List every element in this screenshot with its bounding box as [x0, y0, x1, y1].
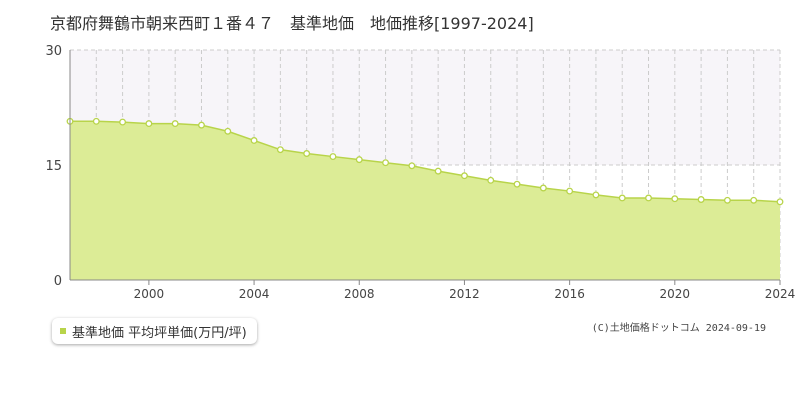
x-tick-label: 2024	[765, 287, 796, 301]
x-tick-label: 2008	[344, 287, 375, 301]
data-point	[776, 198, 784, 206]
data-point	[382, 159, 390, 167]
data-point	[592, 191, 600, 199]
x-tick-label: 2016	[554, 287, 585, 301]
legend-label: 基準地価 平均坪単価(万円/坪)	[72, 325, 247, 341]
data-point	[276, 146, 284, 154]
data-point	[224, 127, 232, 135]
legend-swatch	[60, 328, 66, 334]
data-point	[645, 194, 652, 202]
y-tick-label: 15	[45, 159, 62, 174]
y-tick-label: 0	[54, 274, 62, 289]
series-area	[70, 121, 780, 280]
series-line	[70, 120, 781, 203]
x-tick-label: 2020	[660, 287, 691, 301]
data-point	[723, 196, 731, 204]
data-point	[119, 118, 127, 126]
data-point	[671, 195, 679, 203]
x-tick-label: 2012	[449, 287, 480, 301]
data-point	[434, 167, 442, 175]
data-point	[329, 153, 337, 161]
data-point	[697, 196, 705, 203]
data-point	[408, 162, 416, 170]
data-point	[566, 187, 574, 195]
data-point	[513, 180, 521, 188]
data-point	[750, 196, 758, 204]
data-point	[92, 117, 100, 125]
copyright-credit: (C)土地価格ドットコム 2024-09-19	[591, 323, 766, 334]
data-point	[145, 120, 153, 128]
data-point	[355, 156, 363, 164]
data-point	[303, 150, 311, 157]
x-tick-label: 2000	[134, 287, 165, 301]
legend: 基準地価 平均坪単価(万円/坪)	[52, 318, 257, 344]
data-point	[171, 120, 179, 128]
chart-title: 京都府舞鶴市朝来西町１番４７ 基準地価 地価推移[1997-2024]	[50, 14, 534, 33]
data-point	[250, 137, 258, 144]
y-tick-label: 30	[45, 44, 62, 59]
data-point	[539, 184, 547, 192]
data-point	[198, 121, 205, 129]
x-tick-label: 2004	[239, 287, 270, 301]
data-point	[460, 172, 468, 180]
data-point	[618, 194, 626, 202]
data-point	[487, 176, 495, 184]
